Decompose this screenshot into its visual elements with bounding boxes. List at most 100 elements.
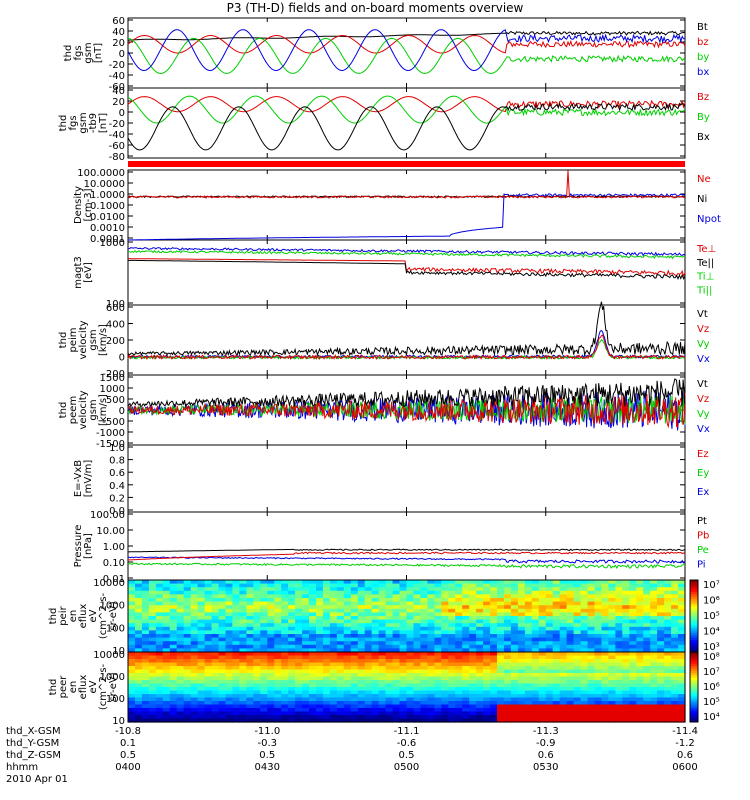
ylabel-0-0: thd	[63, 45, 74, 62]
colorbar-peer-seg-26	[690, 712, 698, 716]
series-Npot	[128, 192, 686, 241]
ytick-label-8-1: 1000	[100, 601, 125, 612]
xaxis-row-label-3: hhmm	[6, 762, 38, 773]
legend-4-3: Vx	[697, 354, 710, 365]
ytick-label-1-0: 40	[112, 86, 125, 97]
ylabel-5-3: gsm	[88, 399, 99, 420]
series-Pi	[127, 556, 686, 564]
ylabel-5-1: peem	[68, 396, 79, 424]
panel-frame-6	[127, 444, 686, 513]
colorbar-peer-seg-16	[690, 689, 698, 693]
colorbar-peer-seg-25	[690, 710, 698, 714]
ylabel-9-0: thd	[48, 679, 59, 696]
ytick-label-6-4: 0.2	[109, 493, 125, 504]
ytick-label-9-1: 1000	[100, 672, 125, 683]
legend-1-1: By	[697, 112, 710, 123]
ytick-label-8-0: 10000	[93, 578, 125, 589]
ytick-label-1-1: 20	[112, 97, 125, 108]
colorbar-peir-label-2: 10⁵	[703, 611, 720, 622]
colorbar-peer-seg-18	[690, 694, 698, 697]
legend-5-0: Vt	[697, 379, 708, 390]
colorbar-peir-seg-8	[690, 599, 698, 603]
colorbar-peir-seg-11	[690, 606, 698, 610]
ytick-label-2-4: 0.0100	[90, 212, 125, 223]
ytick-label-5-1: 1000	[100, 384, 125, 395]
ytick-label-1-6: -80	[109, 152, 125, 163]
xaxis-value-0-3: 0400	[115, 762, 140, 773]
xaxis-value-1-0: -11.0	[254, 726, 280, 737]
xaxis-value-3-0: -11.3	[533, 726, 559, 737]
ytick-label-2-3: 0.1000	[90, 201, 125, 212]
xaxis-value-2-1: -0.6	[397, 738, 417, 749]
colorbar-peir-label-4: 10³	[703, 642, 720, 653]
ytick-label-3-1: 100	[106, 299, 125, 310]
colorbar-peer-seg-4	[690, 661, 698, 665]
ylabel-5-2: velocity	[78, 390, 89, 429]
ylabel-9-1: peer	[58, 675, 69, 699]
colorbar-peir-seg-7	[690, 596, 698, 600]
ylabel-8-0: thd	[48, 608, 59, 625]
legend-6-2: Ex	[697, 487, 709, 498]
legend-4-2: Vy	[697, 339, 710, 350]
ytick-label-0-0: 60	[112, 16, 125, 27]
xaxis-value-3-3: 0530	[533, 762, 558, 773]
ylabel-0-3: [nT]	[93, 43, 104, 63]
series-Te-par	[128, 259, 686, 280]
colorbar-peer-seg-7	[690, 668, 698, 672]
panel-frame-1	[127, 87, 686, 159]
ytick-label-4-1: 400	[106, 320, 125, 331]
ylabel-8-3: eflux	[78, 604, 89, 629]
colorbar-peir-seg-2	[690, 584, 698, 588]
legend-3-2: Ti⊥	[696, 272, 714, 283]
ylabel-3-1: [eV]	[83, 262, 94, 283]
xaxis-value-2-0: -11.1	[394, 726, 420, 737]
ylabel-8-6: sr-eV)	[108, 601, 119, 630]
ytick-label-9-2: 100	[106, 694, 125, 705]
series-bx	[127, 29, 685, 72]
ylabel-8-5: (cm^2-s-	[98, 592, 109, 639]
colorbar-peir-seg-0	[690, 580, 698, 583]
ytick-label-9-0: 10000	[93, 650, 125, 661]
xaxis-value-3-2: 0.6	[538, 750, 554, 761]
colorbar-peir-seg-5	[690, 592, 698, 595]
ytick-label-7-4: 0.01	[103, 574, 125, 585]
xaxis-value-4-3: 0600	[672, 762, 697, 773]
colorbar-peir-seg-22	[690, 632, 698, 636]
ylabel-9-5: (cm^2-s-	[98, 663, 109, 710]
ytick-label-7-0: 100.00	[90, 510, 125, 521]
xaxis-value-1-3: 0430	[255, 762, 280, 773]
colorbar-peir-seg-6	[690, 594, 698, 598]
ytick-label-1-3: -20	[109, 119, 125, 130]
ytick-label-6-2: 0.6	[109, 468, 125, 479]
ytick-label-2-5: 0.0010	[90, 223, 125, 234]
colorbar-peer-seg-19	[690, 696, 698, 700]
colorbar-peir-seg-27	[690, 644, 698, 648]
colorbar-peer-seg-10	[690, 675, 698, 679]
colorbar-peir-label-0: 10⁷	[703, 580, 720, 591]
legend-3-0: Te⊥	[696, 244, 716, 255]
colorbar-peer-seg-24	[690, 708, 698, 711]
ylabel-4-4: [km/s]	[98, 324, 109, 356]
legend-0-3: bx	[697, 67, 709, 78]
ytick-label-0-4: -20	[109, 60, 125, 71]
xaxis-row-label-1: thd_Y-GSM	[6, 738, 59, 749]
colorbar-peer-label-2: 10⁶	[703, 682, 720, 693]
colorbar-peir-seg-10	[690, 604, 698, 607]
colorbar-peer-label-1: 10⁷	[703, 667, 720, 678]
ytick-label-5-5: -1000	[96, 428, 125, 439]
panel-frame-7	[127, 511, 686, 581]
ytick-label-5-6: -1500	[96, 439, 125, 450]
series-Pb	[127, 551, 686, 561]
colorbar-peir-seg-15	[690, 616, 698, 619]
legend-5-2: Vy	[697, 409, 710, 420]
legend-3-3: Ti||	[696, 285, 712, 296]
series-Pe	[127, 562, 686, 570]
ytick-label-1-2: 0	[119, 108, 125, 119]
series-Ti-perp	[127, 249, 686, 260]
colorbar-peer-seg-17	[690, 691, 698, 695]
colorbar-peer-frame	[689, 651, 699, 723]
red-separator-bar	[128, 161, 685, 167]
colorbar-peir-seg-17	[690, 620, 698, 624]
